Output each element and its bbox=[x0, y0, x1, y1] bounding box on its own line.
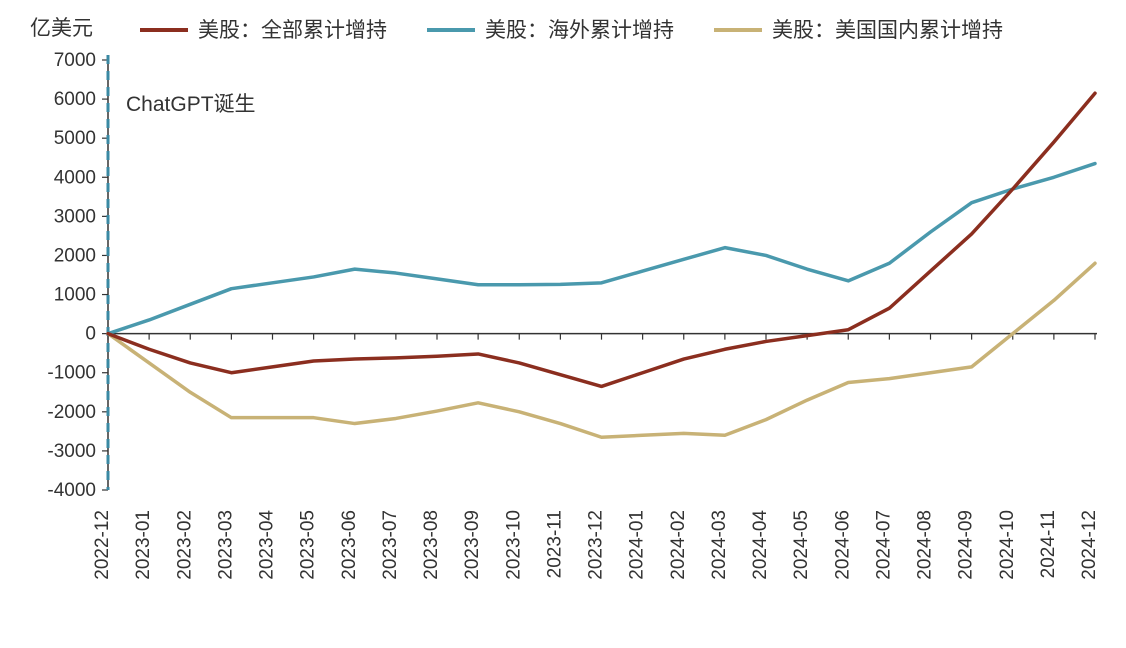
y-tick-label: 3000 bbox=[54, 206, 96, 227]
y-tick-label: 0 bbox=[85, 324, 96, 345]
chart-svg: -4000 -3000 -2000 -1000 0 1000 2000 3000 4000 500… bbox=[0, 0, 1126, 648]
x-tick-label: 2023-02 bbox=[174, 510, 195, 580]
annotation-text: ChatGPT诞生 bbox=[126, 93, 256, 116]
x-tick-label: 2024-01 bbox=[627, 510, 648, 580]
x-tick-label: 2024-12 bbox=[1079, 510, 1100, 580]
x-tick-label: 2023-04 bbox=[257, 510, 278, 580]
line-chart: -4000 -3000 -2000 -1000 0 1000 2000 3000 4000 500… bbox=[0, 0, 1126, 648]
x-tick-label: 2024-06 bbox=[832, 510, 853, 580]
y-tick-label: 4000 bbox=[54, 167, 96, 188]
y-tick-label: 6000 bbox=[54, 89, 96, 110]
y-tick-label: 7000 bbox=[54, 50, 96, 71]
legend-label: 美股：全部累计增持 bbox=[198, 19, 387, 42]
x-tick-label: 2023-07 bbox=[380, 510, 401, 580]
x-tick-label: 2023-08 bbox=[421, 510, 442, 580]
x-tick-label: 2024-10 bbox=[997, 510, 1018, 580]
x-tick-label: 2023-10 bbox=[503, 510, 524, 580]
x-tick-label: 2022-12 bbox=[92, 510, 113, 580]
y-tick-label: -4000 bbox=[47, 480, 96, 501]
x-tick-label: 2023-09 bbox=[462, 510, 483, 580]
x-tick-label: 2023-05 bbox=[298, 510, 319, 580]
x-tick-label: 2024-04 bbox=[750, 510, 771, 580]
y-tick-label: 5000 bbox=[54, 128, 96, 149]
x-tick-label: 2023-03 bbox=[215, 510, 236, 580]
x-tick-label: 2024-02 bbox=[668, 510, 689, 580]
legend-label: 美股：海外累计增持 bbox=[485, 19, 674, 42]
y-tick-label: -2000 bbox=[47, 402, 96, 423]
y-tick-label: 1000 bbox=[54, 285, 96, 306]
x-tick-label: 2023-11 bbox=[544, 510, 565, 578]
legend-label: 美股：美国国内累计增持 bbox=[772, 19, 1003, 42]
y-axis-unit: 亿美元 bbox=[30, 17, 93, 40]
x-tick-label: 2024-11 bbox=[1038, 510, 1059, 578]
y-tick-label: -1000 bbox=[47, 363, 96, 384]
x-tick-label: 2024-09 bbox=[956, 510, 977, 580]
y-tick-label: 2000 bbox=[54, 245, 96, 266]
x-tick-label: 2024-08 bbox=[915, 510, 936, 580]
y-tick-label: -3000 bbox=[47, 441, 96, 462]
x-tick-label: 2024-07 bbox=[873, 510, 894, 580]
x-tick-label: 2024-05 bbox=[791, 510, 812, 580]
x-tick-label: 2023-06 bbox=[339, 510, 360, 580]
x-tick-label: 2024-03 bbox=[709, 510, 730, 580]
x-tick-label: 2023-12 bbox=[586, 510, 607, 580]
x-tick-label: 2023-01 bbox=[133, 510, 154, 580]
